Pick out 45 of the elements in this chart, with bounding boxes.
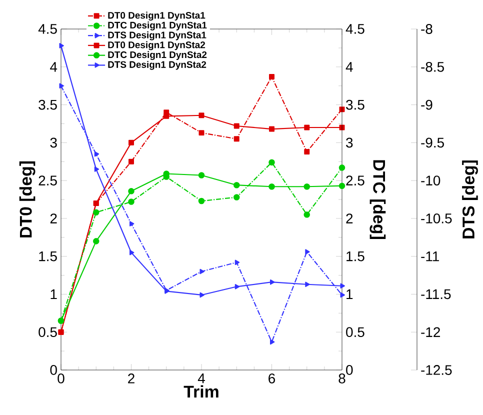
- y2-tick-label: 3.5: [346, 100, 364, 110]
- legend-label: DT0 Design1 DynSta2: [108, 41, 206, 50]
- x-tick-label: 8: [338, 374, 346, 384]
- y3-tick-label: -11.5: [421, 289, 451, 300]
- y-tick-label: 1: [50, 289, 57, 300]
- y3-tick-label: -10: [421, 176, 440, 186]
- y-tick-label: 4: [50, 62, 58, 72]
- y2-tick-label: 2.5: [346, 176, 364, 186]
- y-tick-label: 3: [50, 138, 57, 148]
- legend-label: DTS Design1 DynSta1: [108, 31, 206, 40]
- y3-tick-label: -8: [421, 24, 432, 34]
- x-tick-label: 2: [128, 374, 134, 384]
- x-tick-label: 6: [268, 374, 276, 384]
- x-tick-label: 4: [198, 374, 205, 384]
- y2-tick-label: 4.5: [346, 24, 364, 34]
- y3-tick-label: -8.5: [421, 62, 444, 72]
- y3-axis-title: DTS [deg]: [462, 160, 478, 238]
- y2-axis-title: DTC [deg]: [370, 160, 386, 239]
- y-tick-label: 0.5: [38, 327, 57, 338]
- y3-tick-label: -12.5: [421, 365, 452, 375]
- x-tick-label: 0: [58, 374, 64, 384]
- y2-tick-label: 3: [346, 138, 353, 148]
- y-tick-label: 4.5: [38, 24, 57, 34]
- y-tick-label: 2: [50, 214, 57, 224]
- y2-tick-label: 0: [346, 365, 353, 375]
- y-tick-label: 3.5: [38, 100, 57, 110]
- y-axis-title: DT0 [deg]: [19, 161, 36, 238]
- y2-tick-label: 1: [346, 289, 353, 300]
- legend-label: DT0 Design1 DynSta1: [108, 12, 206, 21]
- y3-tick-label: -9: [421, 100, 432, 110]
- y2-tick-label: 0.5: [346, 327, 364, 338]
- y3-tick-label: -9.5: [421, 138, 444, 148]
- x-axis-title: Trim: [184, 385, 218, 398]
- y-tick-label: 1.5: [39, 251, 57, 262]
- legend-label: DTS Design1 DynSta2: [108, 60, 206, 70]
- legend-label: DTC Design1 DynSta1: [108, 22, 207, 30]
- y2-tick-label: 1.5: [346, 251, 364, 262]
- y2-tick-label: 4: [346, 62, 353, 72]
- legend-label: DTC Design1 DynSta2: [108, 51, 207, 60]
- y-tick-label: 2.5: [38, 176, 57, 186]
- y3-tick-label: -11: [421, 252, 439, 262]
- y3-tick-label: -10.5: [421, 213, 452, 224]
- y-tick-label: 0: [50, 365, 57, 375]
- y3-tick-label: -12: [421, 327, 440, 337]
- y2-tick-label: 2: [346, 214, 353, 224]
